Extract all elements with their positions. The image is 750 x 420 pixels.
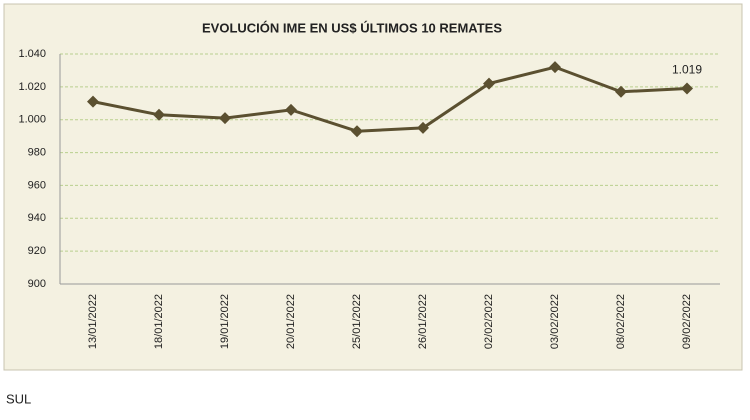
marker — [483, 77, 495, 90]
x-tick-label: 02/02/2022 — [483, 294, 495, 349]
y-tick-label: 1.040 — [18, 48, 46, 60]
x-tick-label: 09/02/2022 — [681, 294, 693, 349]
marker — [549, 61, 561, 74]
x-tick-label: 25/01/2022 — [351, 294, 363, 349]
x-tick-label: 18/01/2022 — [153, 294, 165, 349]
line — [92, 65, 688, 133]
x-tick-label: 19/01/2022 — [219, 294, 231, 349]
y-tick-label: 960 — [28, 179, 46, 191]
y-tick-label: 980 — [28, 146, 46, 158]
x-tick-label: 03/02/2022 — [549, 294, 561, 349]
marker — [681, 82, 693, 95]
x-tick-label: 08/02/2022 — [615, 294, 627, 349]
y-tick-label: 920 — [28, 245, 46, 257]
marker — [417, 121, 429, 134]
y-tick-label: 1.020 — [18, 81, 46, 93]
y-tick-label: 900 — [28, 278, 46, 290]
x-tick-label: 13/01/2022 — [87, 294, 99, 349]
data-label: 1.019 — [672, 63, 702, 77]
marker — [285, 103, 297, 116]
x-tick-label: 20/01/2022 — [285, 294, 297, 349]
marker — [153, 108, 165, 121]
chart-title: EVOLUCIÓN IME EN US$ ÚLTIMOS 10 REMATES — [202, 20, 502, 35]
marker — [219, 112, 231, 125]
y-tick-label: 1.000 — [18, 114, 46, 126]
marker — [615, 85, 627, 98]
marker — [351, 125, 363, 138]
marker — [87, 95, 99, 108]
chart-background — [3, 3, 743, 371]
y-tick-label: 940 — [28, 212, 46, 224]
x-tick-label: 26/01/2022 — [417, 294, 429, 349]
footer: SUL — [6, 391, 31, 406]
